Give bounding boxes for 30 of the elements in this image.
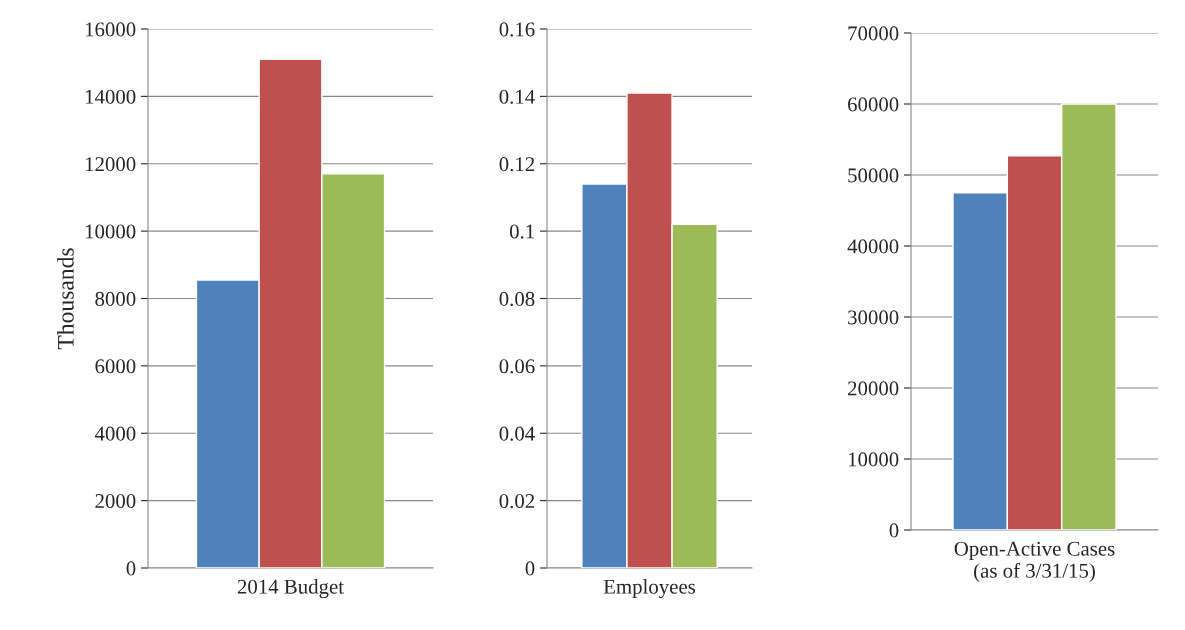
- y-tick-label: 50000: [848, 168, 899, 183]
- y-tick-label: 0.06: [499, 359, 535, 374]
- y-tick-label: 8000: [95, 291, 136, 306]
- y-tick-label: 30000: [848, 310, 899, 325]
- y-tick-label: 0.08: [499, 291, 535, 307]
- y-tick-label: 4000: [94, 426, 136, 441]
- y-tick-label: 10000: [848, 452, 899, 467]
- y-tick-label: 0.04: [499, 426, 535, 441]
- y-tick-label: 0.02: [499, 494, 535, 509]
- y-tick-label: 2000: [95, 494, 136, 509]
- y-tick-label: 70000: [848, 26, 899, 41]
- x-tick-label: 2014 Budget: [237, 579, 344, 599]
- y-tick-label: 0: [525, 561, 535, 576]
- y-axis-title: Thousands: [57, 248, 74, 350]
- y-tick-label: 60000: [848, 97, 899, 112]
- y-tick-label: 10000: [85, 224, 136, 239]
- y-tick-label: 0.1: [509, 224, 534, 239]
- y-tick-label: 0.16: [499, 22, 535, 37]
- y-tick-label: 0: [889, 523, 899, 538]
- y-tick-label: 0: [126, 561, 136, 576]
- y-tick-label: 40000: [847, 239, 899, 254]
- y-tick-label: 20000: [848, 381, 899, 396]
- x-tick-label: Employees: [603, 579, 696, 599]
- y-tick-label: 0.12: [499, 157, 535, 172]
- x-tick-label: Open-Active Cases (as of 3/31/15): [954, 541, 1115, 583]
- y-tick-label: 16000: [85, 22, 136, 37]
- y-tick-label: 0.14: [499, 89, 535, 104]
- y-tick-label: 6000: [95, 359, 136, 374]
- y-tick-label: 12000: [85, 157, 136, 172]
- y-tick-label: 14000: [85, 89, 136, 104]
